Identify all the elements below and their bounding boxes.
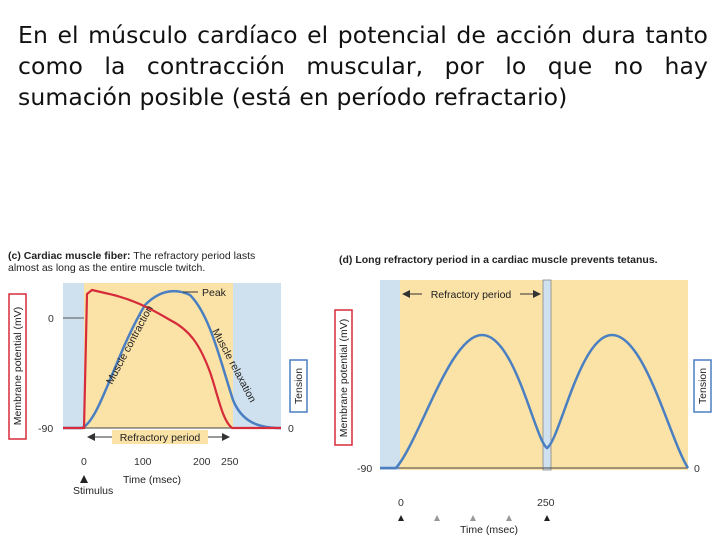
panel-d-xtick-1: 250: [537, 497, 555, 509]
panel-c-xtick-2: 200: [193, 456, 211, 468]
slide-title: En el músculo cardíaco el potencial de a…: [18, 21, 708, 111]
panel-c-refractory-label: Refractory period: [120, 432, 201, 444]
panel-c-y-axis-label: Membrane potential (mV): [12, 307, 24, 425]
panel-d-tension-box: [693, 359, 712, 413]
panel-c-caption-line2: almost as long as the entire muscle twit…: [8, 262, 205, 274]
panel-d-caption: (d) Long refractory period in a cardiac …: [339, 254, 658, 266]
panel-c-tension-label: Tension: [293, 368, 305, 404]
panel-d: (d) Long refractory period in a cardiac …: [334, 254, 712, 536]
panel-d-ytick-0: -90: [357, 463, 372, 475]
panel-c-xtick-3: 250: [221, 456, 239, 468]
tension-waves: [380, 333, 690, 470]
stimulus-marker-icon: [80, 475, 88, 483]
panel-d-y-axis-box: [334, 309, 353, 446]
peak-label: Peak: [202, 287, 227, 299]
stimulus-label: Stimulus: [73, 485, 113, 497]
panel-c-tension-box: [289, 359, 308, 413]
panel-c-caption: (c) Cardiac muscle fiber: The refractory…: [8, 250, 255, 262]
stimulus-marker-icon: [434, 515, 440, 521]
refractory-region: [84, 283, 233, 428]
action-potential-curve: [63, 288, 281, 430]
panel-c-tension-tick-0: 0: [288, 423, 294, 435]
panel-c-xtick-1: 100: [134, 456, 152, 468]
panel-c-ytick-0: 0: [48, 313, 54, 325]
panel-c-xtick-0: 0: [81, 456, 87, 468]
refractory-gap: [542, 279, 552, 471]
panel-d-y-axis-label: Membrane potential (mV): [338, 319, 350, 437]
panel-d-tension-label: Tension: [697, 368, 709, 404]
panel-d-tension-tick-0: 0: [694, 463, 700, 475]
panel-c: (c) Cardiac muscle fiber: The refractory…: [8, 250, 308, 497]
panel-d-refractory-label: Refractory period: [431, 289, 512, 301]
stimulus-marker-icon: [398, 515, 404, 521]
panel-d-x-axis-label: Time (msec): [460, 524, 518, 536]
panel-c-x-axis-label: Time (msec): [123, 474, 181, 486]
stimulus-marker-icon: [470, 515, 476, 521]
stimulus-marker-icon: [506, 515, 512, 521]
panel-c-caption-rest: The refractory period lasts: [131, 250, 256, 262]
panel-c-y-axis-box: [8, 293, 27, 440]
tension-curve: [63, 289, 282, 430]
stimulus-marker-icon: [544, 515, 550, 521]
panel-c-ytick-1: -90: [38, 423, 53, 435]
panel-d-xtick-0: 0: [398, 497, 404, 509]
panel-c-caption-label: (c) Cardiac muscle fiber:: [8, 250, 131, 262]
